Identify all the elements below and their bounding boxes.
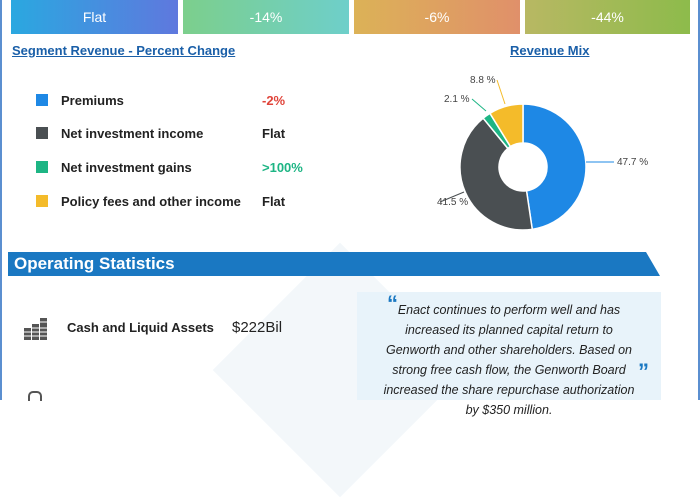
pie-leader-line <box>439 191 465 203</box>
segment-label: Policy fees and other income <box>61 193 241 209</box>
segment-label: Net investment income <box>61 125 204 141</box>
segment-change: Flat <box>262 125 286 141</box>
cash-icon <box>24 318 48 340</box>
legend-row: Policy fees and other income Flat <box>36 193 285 209</box>
segment-change: Flat <box>262 193 286 209</box>
lock-icon <box>28 391 42 401</box>
legend-swatch <box>36 127 48 139</box>
card-value: Flat <box>82 9 107 25</box>
segment-label: Premiums <box>61 92 124 108</box>
segment-change: -2% <box>262 92 286 108</box>
legend-row: Net investment gains >100% <box>36 159 303 175</box>
legend-row: Net investment income Flat <box>36 125 285 141</box>
quote-text: Enact continues to perform well and has … <box>383 303 635 417</box>
metric-card-3: -6% <box>354 0 520 34</box>
legend-swatch <box>36 94 48 106</box>
pie-label-premiums: 47.7 % <box>617 157 649 168</box>
pie-label-net-investment-income: 41.5 % <box>437 197 469 208</box>
close-quote-icon: ” <box>638 359 649 384</box>
pie-label-policy-fees: 8.8 % <box>470 75 496 86</box>
open-quote-icon: “ <box>387 291 398 316</box>
metric-card-1: Flat <box>11 0 178 34</box>
revenue-mix-donut <box>439 79 614 231</box>
card-value: -44% <box>591 9 624 25</box>
donut-slice-net-investment-income <box>459 117 534 231</box>
segment-label: Net investment gains <box>61 159 192 175</box>
cash-stat-value: $222Bil <box>232 319 283 336</box>
pie-label-net-investment-gains: 2.1 % <box>444 94 470 105</box>
cash-stat-label: Cash and Liquid Assets <box>67 320 214 335</box>
pie-leader-line <box>496 79 506 105</box>
operating-statistics-header: Operating Statistics <box>8 252 660 276</box>
segment-revenue-link[interactable]: Segment Revenue - Percent Change <box>12 43 236 58</box>
revenue-mix-link[interactable]: Revenue Mix <box>510 43 590 58</box>
pie-leader-line <box>471 98 487 112</box>
donut-slice-policy-fees-and-other-income <box>488 103 524 148</box>
donut-slice-premiums <box>522 103 587 231</box>
metric-card-4: -44% <box>525 0 690 34</box>
segment-change: >100% <box>262 159 303 175</box>
card-value: -14% <box>249 9 283 25</box>
legend-swatch <box>36 161 48 173</box>
legend-row: Premiums -2% <box>36 92 285 108</box>
metric-card-2: -14% <box>183 0 349 34</box>
ceo-quote: “ Enact continues to perform well and ha… <box>357 291 661 417</box>
card-value: -6% <box>424 9 450 25</box>
page-frame <box>0 0 700 400</box>
legend-swatch <box>36 195 48 207</box>
